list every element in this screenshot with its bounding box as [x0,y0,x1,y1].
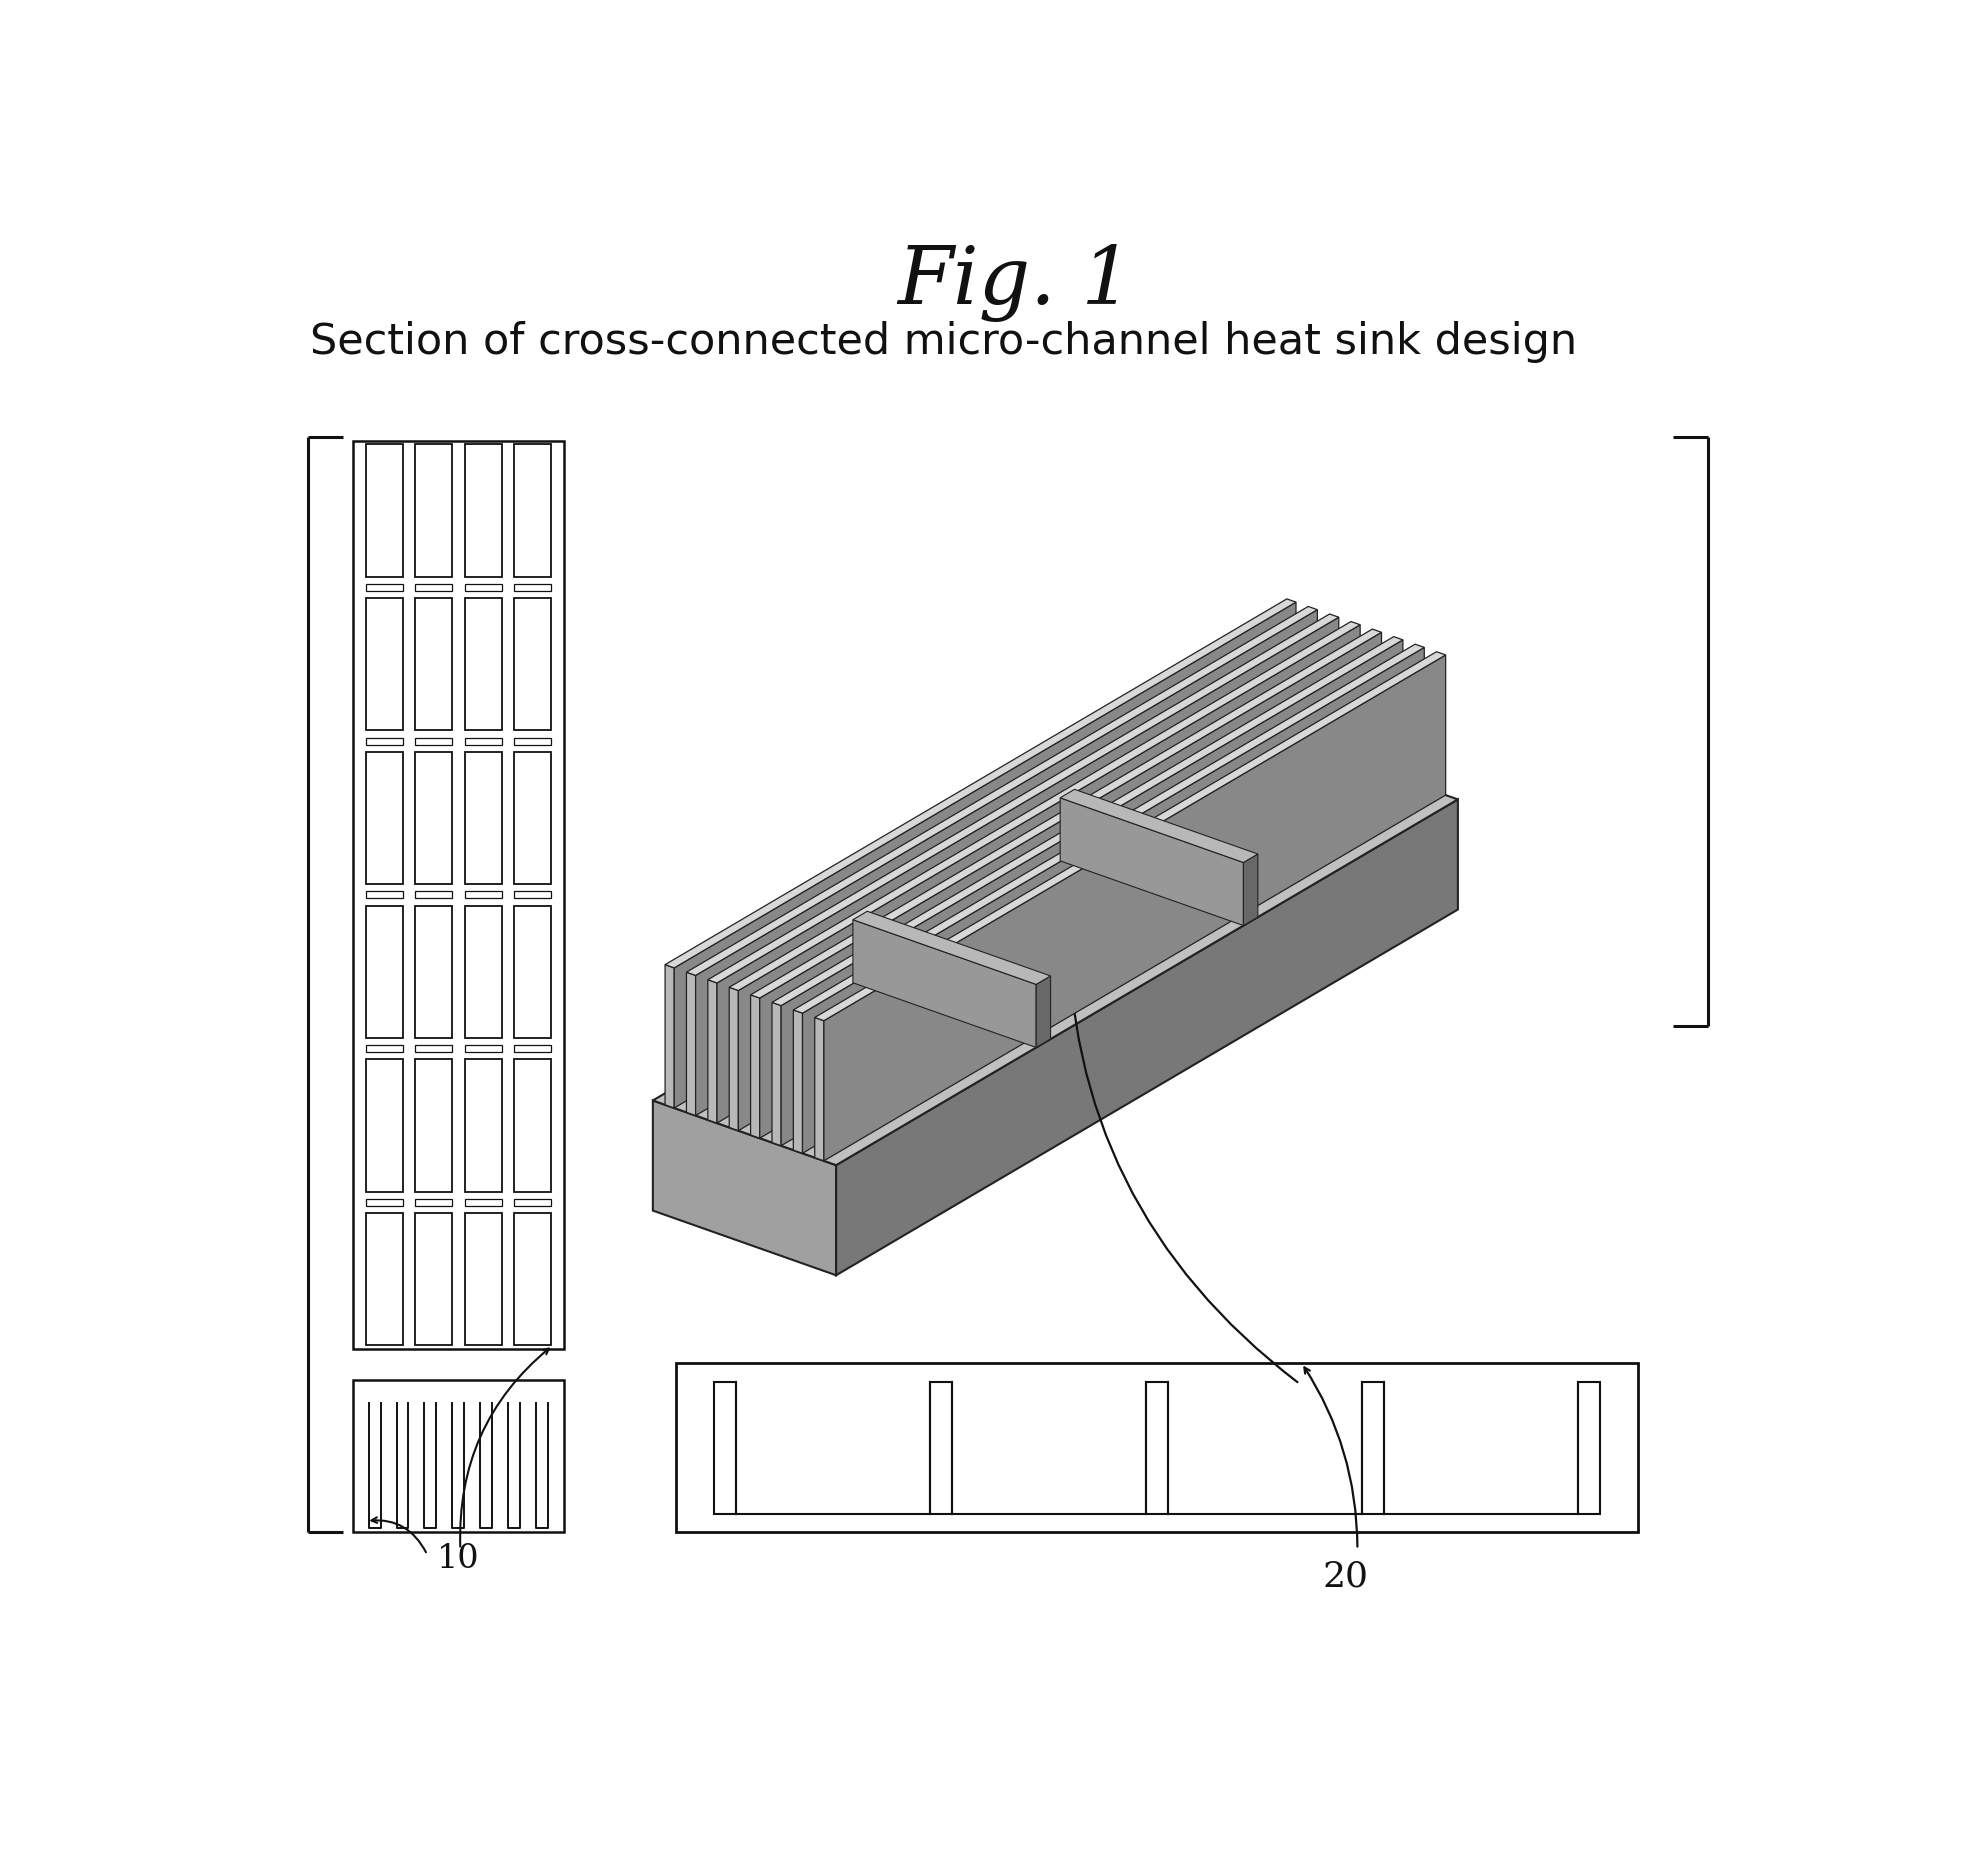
Bar [366,598,402,730]
Polygon shape [1059,797,1243,925]
Polygon shape [814,652,1445,1020]
Bar [366,905,402,1037]
Bar [416,752,451,884]
Polygon shape [739,626,1360,1130]
Text: Section of cross-connected micro-channel heat sink design: Section of cross-connected micro-channel… [311,322,1578,363]
Polygon shape [1059,789,1257,862]
Polygon shape [687,607,1317,976]
Polygon shape [665,600,1297,968]
Bar [675,1363,1639,1532]
Bar [465,1059,501,1192]
Polygon shape [824,655,1445,1160]
Polygon shape [717,616,1338,1123]
Polygon shape [675,601,1297,1108]
Bar [515,1045,550,1052]
Bar [416,1214,451,1346]
Bar [416,1045,451,1052]
Polygon shape [653,1100,836,1275]
Bar [465,445,501,577]
Polygon shape [814,1017,824,1160]
Bar [416,445,451,577]
Bar [366,585,402,590]
Polygon shape [729,622,1360,991]
Text: Fig. 1: Fig. 1 [897,244,1133,322]
Bar [366,445,402,577]
Polygon shape [750,629,1382,998]
Bar [366,1059,402,1192]
Bar [931,1382,952,1514]
Bar [715,1382,737,1514]
Polygon shape [782,641,1404,1145]
Polygon shape [802,648,1424,1153]
Bar [465,737,501,745]
Polygon shape [687,972,695,1115]
Polygon shape [794,644,1424,1013]
Bar [366,737,402,745]
Bar [1146,1382,1168,1514]
Polygon shape [772,637,1404,1005]
Bar [465,585,501,590]
Text: 20: 20 [1323,1558,1368,1594]
Bar [366,892,402,897]
Bar [515,892,550,897]
Bar [515,1214,550,1346]
Polygon shape [707,614,1338,983]
Bar [366,1214,402,1346]
Bar [366,1045,402,1052]
Bar [1362,1382,1384,1514]
Polygon shape [653,735,1457,1166]
Polygon shape [695,609,1317,1115]
Bar [515,585,550,590]
Polygon shape [794,1009,802,1153]
Polygon shape [853,920,1036,1048]
Bar [416,598,451,730]
Bar [515,737,550,745]
Bar [366,752,402,884]
Polygon shape [750,994,760,1138]
Polygon shape [729,987,739,1130]
Bar [352,441,564,1350]
Bar [465,905,501,1037]
Bar [416,892,451,897]
Bar [416,737,451,745]
Polygon shape [772,1002,782,1145]
Bar [416,905,451,1037]
Polygon shape [853,911,1051,985]
Polygon shape [707,979,717,1123]
Polygon shape [665,965,675,1108]
Bar [416,1199,451,1207]
Bar [465,1045,501,1052]
Bar [465,1214,501,1346]
Bar [465,598,501,730]
Bar [465,752,501,884]
Bar [465,1199,501,1207]
Text: 10: 10 [436,1542,479,1575]
Bar [515,752,550,884]
Bar [416,585,451,590]
Bar [366,1199,402,1207]
Polygon shape [1243,855,1257,925]
Polygon shape [836,799,1457,1275]
Bar [352,1380,564,1532]
Bar [416,1059,451,1192]
Polygon shape [1036,976,1051,1048]
Bar [515,905,550,1037]
Polygon shape [760,633,1382,1138]
Bar [515,598,550,730]
Bar [465,892,501,897]
Bar [515,1199,550,1207]
Bar [1578,1382,1600,1514]
Bar [515,445,550,577]
Bar [515,1059,550,1192]
